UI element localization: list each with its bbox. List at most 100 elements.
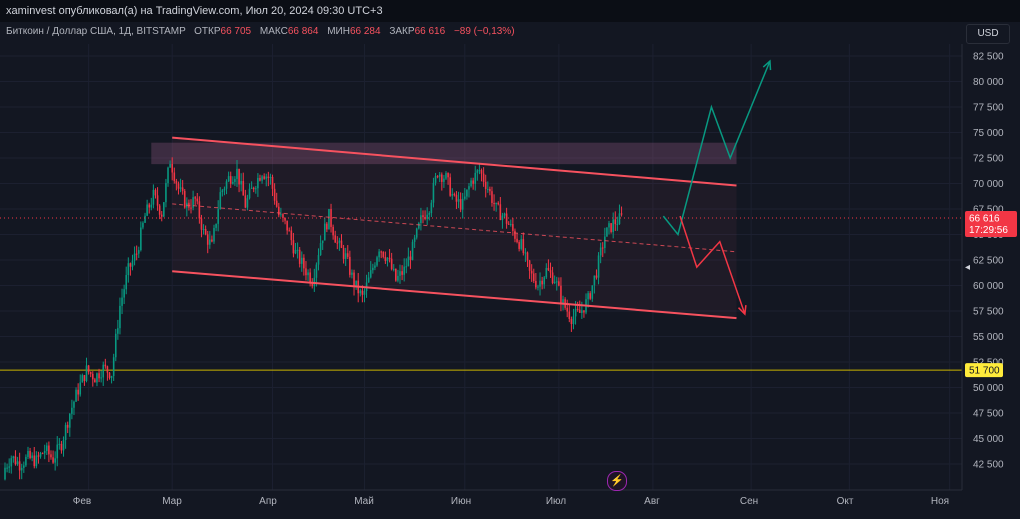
candle-body — [87, 365, 90, 373]
candle-body — [277, 206, 280, 216]
candle-body — [614, 219, 617, 225]
candle-body — [570, 318, 573, 324]
candle-body — [430, 202, 433, 214]
bearish-projection — [679, 215, 746, 315]
candle-body — [307, 272, 309, 276]
candle-body — [39, 453, 42, 457]
candle-body — [526, 252, 529, 261]
candle-body — [144, 215, 146, 223]
candle-body — [397, 275, 399, 281]
candle-body — [476, 170, 479, 173]
candle-body — [177, 183, 180, 189]
candle-body — [91, 373, 94, 380]
candle-body — [288, 230, 291, 232]
candle-body — [234, 178, 236, 182]
candle-body — [213, 227, 215, 242]
y-tick-label: 47 500 — [973, 409, 1004, 420]
y-tick-label: 77 500 — [973, 103, 1004, 114]
candle-body — [27, 450, 29, 457]
candle-body — [62, 440, 65, 451]
candle-body — [240, 181, 242, 185]
open-label: ОТКР — [194, 26, 221, 37]
candle-body — [503, 213, 506, 216]
candle-body — [424, 217, 426, 219]
candle-body — [66, 424, 69, 428]
candle-body — [346, 253, 349, 257]
candle-body — [482, 173, 485, 182]
currency-button[interactable]: USD — [966, 24, 1010, 44]
candle-body — [468, 186, 470, 190]
candle-body — [562, 299, 564, 304]
bullish-projection — [662, 60, 771, 237]
candle-body — [238, 168, 240, 185]
candle-body — [265, 176, 268, 179]
candle-body — [43, 450, 46, 454]
candle-body — [583, 310, 585, 313]
candle-body — [60, 443, 63, 451]
candle-body — [152, 189, 155, 205]
support-label-box — [965, 363, 1003, 378]
y-tick-label: 82 500 — [973, 52, 1004, 63]
candle-body — [501, 215, 504, 221]
candle-body — [309, 272, 311, 283]
candle-body — [474, 172, 477, 184]
candle-body — [507, 223, 510, 225]
candle-body — [14, 456, 17, 465]
candle-body — [209, 239, 211, 245]
candle-body — [388, 257, 391, 259]
y-tick-label: 62 500 — [973, 256, 1004, 267]
candle-body — [524, 252, 527, 254]
candle-body — [102, 364, 105, 378]
support-label: 51 700 — [969, 366, 1000, 377]
candle-body — [12, 456, 15, 459]
candle-body — [250, 187, 253, 189]
candle-body — [453, 194, 456, 196]
candle-body — [455, 194, 458, 202]
candle-body — [175, 181, 178, 184]
candle-body — [443, 178, 445, 182]
candle-body — [257, 177, 259, 189]
candle-body — [125, 275, 128, 290]
candle-body — [420, 215, 422, 224]
high-label: МАКС — [259, 26, 288, 37]
y-tick-label: 42 500 — [973, 460, 1004, 471]
candle-body — [16, 461, 19, 465]
candle-body — [466, 189, 468, 197]
candle-body — [489, 188, 491, 192]
candle-body — [4, 467, 6, 480]
candle-body — [528, 260, 531, 271]
candle-body — [311, 282, 314, 287]
candle-body — [190, 207, 192, 209]
candle-body — [79, 382, 82, 395]
candle-body — [154, 189, 157, 196]
candle-body — [169, 163, 171, 168]
candle-body — [380, 251, 382, 253]
candle-body — [493, 202, 495, 205]
candle-body — [372, 267, 374, 271]
candle-body — [386, 257, 389, 261]
candle-body — [604, 236, 606, 248]
candle-body — [512, 224, 514, 231]
candle-body — [75, 389, 77, 402]
candle-body — [428, 213, 431, 215]
candle-body — [275, 200, 278, 207]
candle-body — [593, 275, 596, 286]
candle-body — [522, 239, 525, 253]
candle-body — [418, 223, 420, 229]
candle-body — [232, 181, 234, 184]
lightning-icon[interactable]: ⚡ — [607, 471, 627, 491]
candle-body — [31, 455, 33, 458]
candle-body — [56, 444, 59, 459]
candle-body — [108, 372, 111, 378]
candle-body — [353, 272, 355, 288]
x-tick-label: Апр — [259, 496, 277, 507]
candle-body — [553, 281, 556, 284]
candle-body — [369, 270, 372, 278]
candle-body — [480, 170, 483, 174]
candle-body — [81, 375, 84, 383]
candle-body — [326, 223, 328, 230]
x-tick-label: Июл — [546, 496, 566, 507]
candle-body — [215, 223, 217, 228]
candle-body — [271, 176, 274, 189]
